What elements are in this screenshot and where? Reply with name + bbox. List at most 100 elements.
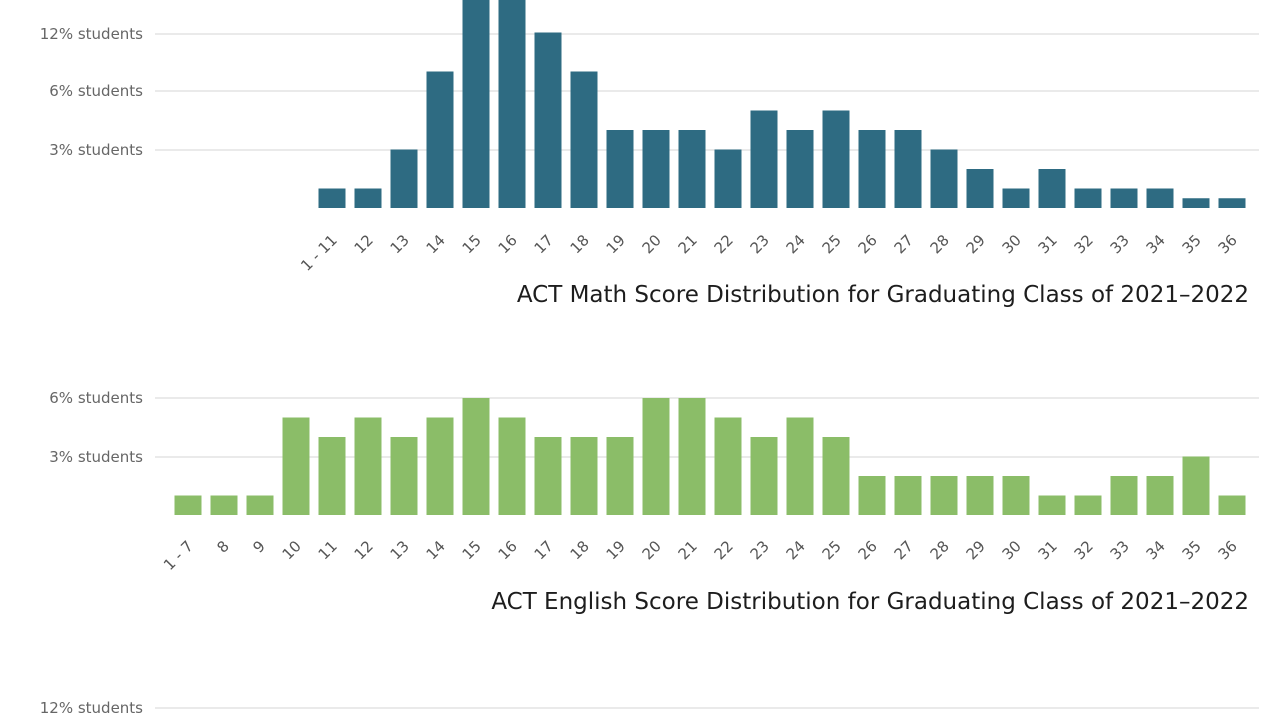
english-x-tick-label: 20 <box>639 537 665 563</box>
math-bar <box>750 110 778 208</box>
english-x-tick-label: 31 <box>1035 537 1061 563</box>
math-bar <box>786 130 814 208</box>
english-bar <box>858 476 886 515</box>
math-x-tick-label: 23 <box>747 231 773 257</box>
math-bar <box>930 149 958 208</box>
math-x-tick-label: 33 <box>1107 231 1133 257</box>
english-bar <box>606 437 634 515</box>
english-x-tick-label: 34 <box>1143 537 1169 563</box>
math-bar <box>354 188 382 208</box>
english-bars <box>174 398 1246 515</box>
math-x-axis-labels: 1 - 11 12 13 14 15 16 17 18 19 20 21 22 23 24 25 26 27 28… <box>297 231 1241 275</box>
math-bar <box>1002 188 1030 208</box>
math-score-chart: 3% students 6% students 12% students 1 - 1… <box>40 0 1259 308</box>
english-bar <box>498 417 526 515</box>
math-bar <box>1146 188 1174 208</box>
math-x-tick-label: 21 <box>675 231 701 257</box>
math-bar <box>678 130 706 208</box>
math-x-tick-label: 25 <box>819 231 845 257</box>
math-x-tick-label: 12 <box>351 231 377 257</box>
english-bar <box>786 417 814 515</box>
english-x-tick-label: 1 - 7 <box>160 537 197 574</box>
english-x-tick-label: 17 <box>531 537 557 563</box>
math-x-tick-label: 1 - 11 <box>297 231 341 275</box>
english-x-tick-label: 24 <box>783 537 809 563</box>
english-x-tick-label: 9 <box>249 537 268 556</box>
english-bar <box>1218 495 1246 515</box>
math-bar <box>606 130 634 208</box>
english-x-tick-label: 19 <box>603 537 629 563</box>
math-bar <box>714 149 742 208</box>
math-x-tick-label: 20 <box>639 231 665 257</box>
math-x-tick-label: 32 <box>1071 231 1097 257</box>
math-bar <box>1110 188 1138 208</box>
math-y-tick-label: 12% students <box>40 25 143 43</box>
english-bar <box>1146 476 1174 515</box>
english-x-tick-label: 8 <box>213 537 232 556</box>
english-x-tick-label: 28 <box>927 537 953 563</box>
english-y-axis-labels: 3% students 6% students <box>49 389 143 466</box>
english-x-tick-label: 23 <box>747 537 773 563</box>
third-score-chart: 12% students <box>40 699 1259 717</box>
english-x-tick-label: 21 <box>675 537 701 563</box>
english-x-tick-label: 16 <box>495 537 521 563</box>
math-x-tick-label: 24 <box>783 231 809 257</box>
english-bar <box>462 398 490 515</box>
math-x-tick-label: 15 <box>459 231 485 257</box>
math-x-tick-label: 28 <box>927 231 953 257</box>
math-bar <box>462 0 490 208</box>
math-y-tick-label: 3% students <box>49 141 143 159</box>
math-bar <box>534 32 562 208</box>
math-x-tick-label: 30 <box>999 231 1025 257</box>
english-x-tick-label: 25 <box>819 537 845 563</box>
math-bar <box>1074 188 1102 208</box>
math-gridlines <box>155 33 1259 151</box>
math-chart-title: ACT Math Score Distribution for Graduati… <box>517 282 1249 308</box>
english-bar <box>1110 476 1138 515</box>
math-x-tick-label: 14 <box>423 231 449 257</box>
math-x-tick-label: 26 <box>855 231 881 257</box>
english-y-tick-label: 6% students <box>49 389 143 407</box>
english-bar <box>354 417 382 515</box>
math-bar <box>1182 198 1210 208</box>
math-bars <box>318 0 1246 208</box>
english-bar <box>822 437 850 515</box>
english-bar <box>570 437 598 515</box>
math-bar <box>1038 169 1066 208</box>
english-x-tick-label: 36 <box>1215 537 1241 563</box>
english-y-tick-label: 3% students <box>49 448 143 466</box>
english-bar <box>930 476 958 515</box>
english-bar <box>966 476 994 515</box>
english-bar <box>714 417 742 515</box>
math-bar <box>498 0 526 208</box>
english-bar <box>426 417 454 515</box>
english-bar <box>282 417 310 515</box>
english-x-tick-label: 18 <box>567 537 593 563</box>
math-x-tick-label: 29 <box>963 231 989 257</box>
math-x-tick-label: 34 <box>1143 231 1169 257</box>
math-y-tick-label: 6% students <box>49 82 143 100</box>
math-x-tick-label: 22 <box>711 231 737 257</box>
math-x-tick-label: 18 <box>567 231 593 257</box>
math-x-tick-label: 19 <box>603 231 629 257</box>
math-bar <box>894 130 922 208</box>
math-x-tick-label: 13 <box>387 231 413 257</box>
english-x-tick-label: 26 <box>855 537 881 563</box>
english-x-tick-label: 30 <box>999 537 1025 563</box>
english-x-tick-label: 13 <box>387 537 413 563</box>
math-bar <box>966 169 994 208</box>
math-bar <box>426 71 454 208</box>
math-bar <box>822 110 850 208</box>
math-bar <box>642 130 670 208</box>
english-bar <box>534 437 562 515</box>
math-x-tick-label: 35 <box>1179 231 1205 257</box>
english-bar <box>1002 476 1030 515</box>
math-bar <box>390 149 418 208</box>
english-x-tick-label: 27 <box>891 537 917 563</box>
english-bar <box>390 437 418 515</box>
english-x-tick-label: 12 <box>351 537 377 563</box>
english-bar <box>1038 495 1066 515</box>
english-bar <box>1074 495 1102 515</box>
english-bar <box>210 495 238 515</box>
english-bar <box>750 437 778 515</box>
